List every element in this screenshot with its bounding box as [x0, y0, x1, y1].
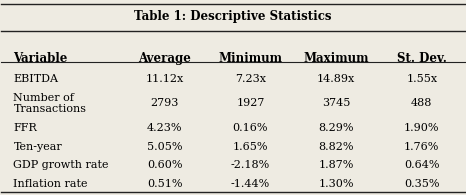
Text: Table 1: Descriptive Statistics: Table 1: Descriptive Statistics: [134, 10, 332, 23]
